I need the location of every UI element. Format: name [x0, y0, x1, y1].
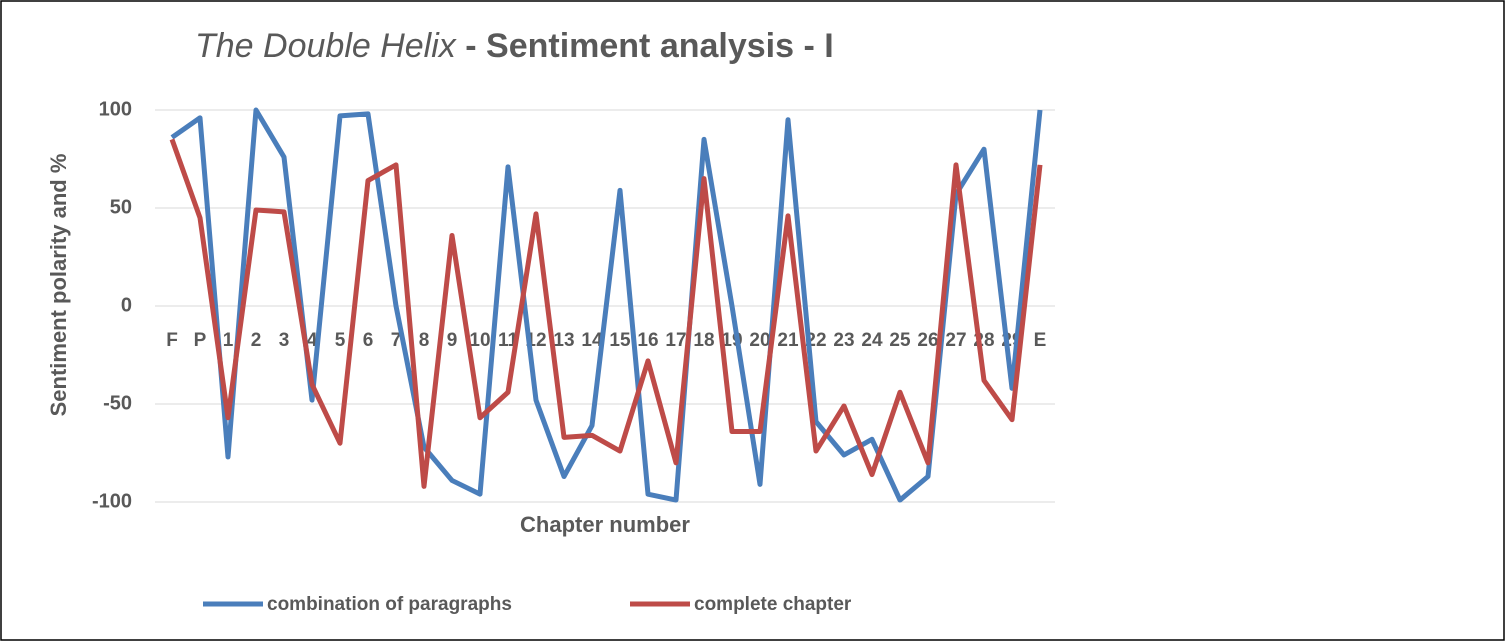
x-tick-label: 25 [889, 330, 911, 351]
x-tick-label: 21 [777, 330, 799, 351]
x-axis-title: Chapter number [520, 512, 690, 537]
x-tick-label: 2 [251, 330, 262, 351]
x-tick-label: F [166, 330, 178, 351]
x-tick-label: 5 [335, 330, 346, 351]
x-tick-label: 27 [945, 330, 966, 351]
legend-label: combination of paragraphs [267, 594, 512, 615]
chart-title: The Double Helix - Sentiment analysis - … [195, 27, 834, 65]
x-tick-label: 1 [223, 330, 234, 351]
y-axis-title: Sentiment polarity and % [46, 154, 71, 417]
x-tick-label: 9 [447, 330, 458, 351]
x-tick-label: 20 [749, 330, 770, 351]
x-tick-label: 3 [279, 330, 290, 351]
x-tick-label: 16 [637, 330, 658, 351]
x-tick-label: 4 [307, 330, 318, 351]
y-tick-label: 0 [121, 294, 132, 316]
series-line [169, 138, 1043, 489]
y-tick-label: 50 [110, 196, 132, 218]
x-tick-label: 14 [581, 330, 603, 351]
x-tick-label: 23 [833, 330, 854, 351]
x-tick-label: 6 [363, 330, 374, 351]
title-italic: The Double Helix [195, 27, 457, 65]
series-line [170, 107, 1043, 503]
y-tick-label: 100 [99, 98, 132, 120]
x-tick-label: E [1034, 330, 1047, 351]
x-tick-label: 13 [553, 330, 574, 351]
x-tick-label: P [194, 330, 207, 351]
x-tick-label: 7 [391, 330, 402, 351]
y-tick-label: -100 [92, 490, 132, 512]
x-tick-label: 26 [917, 330, 938, 351]
y-tick-label: -50 [103, 392, 132, 414]
title-rest: - Sentiment analysis - I [456, 27, 834, 65]
x-tick-label: 15 [609, 330, 631, 351]
x-tick-label: 10 [469, 330, 490, 351]
x-tick-label: 8 [419, 330, 430, 351]
x-tick-label: 24 [861, 330, 883, 351]
x-tick-label: 17 [665, 330, 686, 351]
x-tick-label: 18 [693, 330, 714, 351]
legend-label: complete chapter [694, 594, 852, 615]
